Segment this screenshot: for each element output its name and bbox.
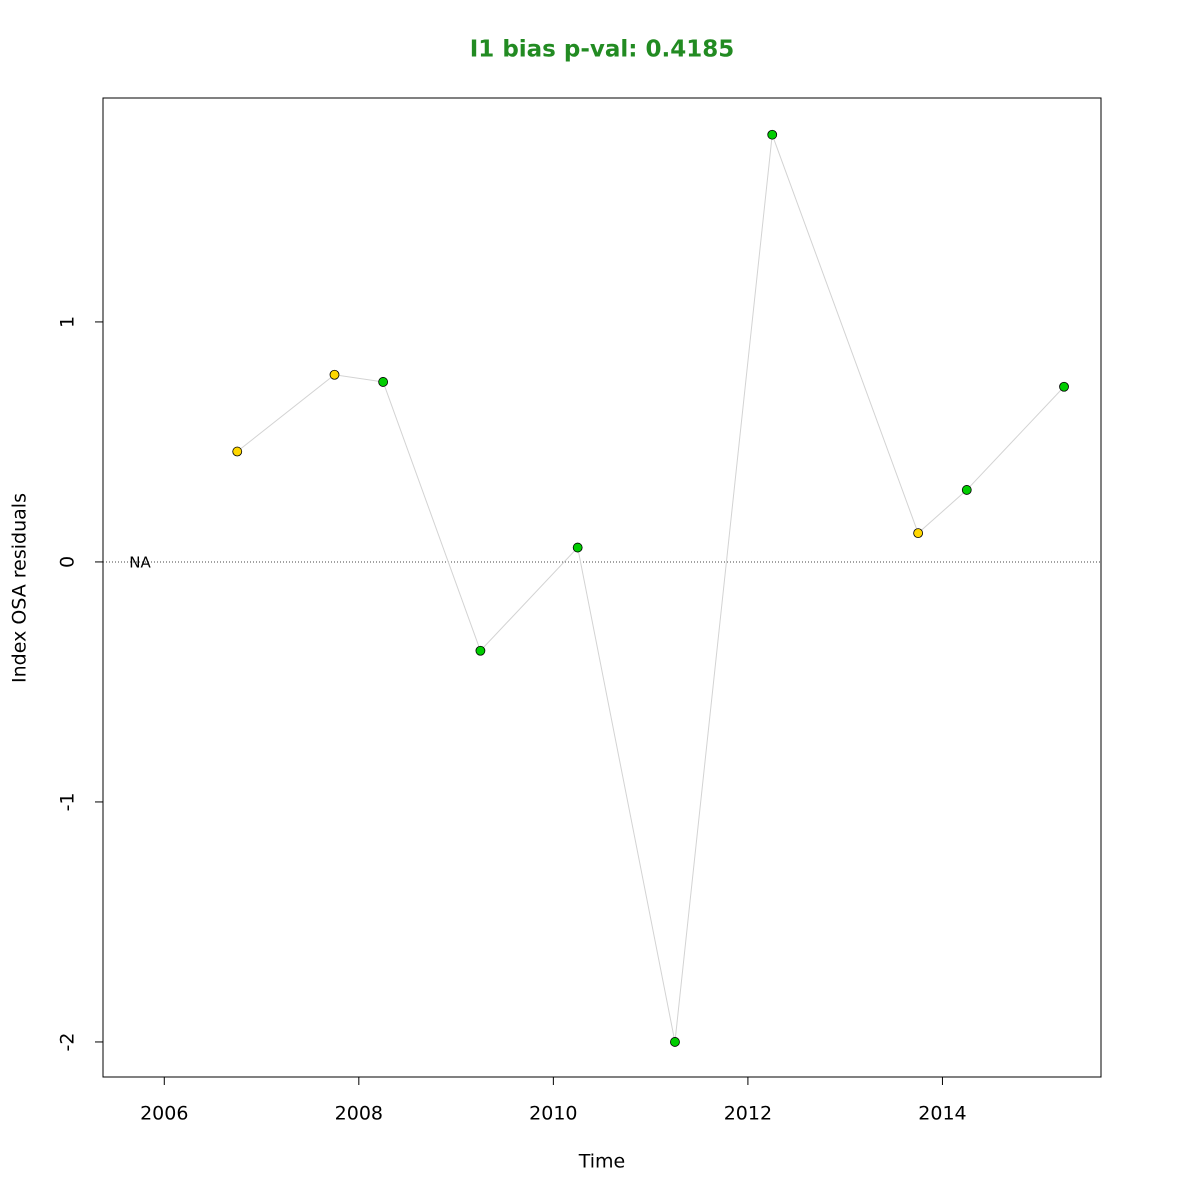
- point: [767, 129, 778, 140]
- point: [329, 369, 340, 380]
- y-tick-label: 0: [57, 556, 79, 568]
- x-tick-label: 2010: [529, 1103, 577, 1125]
- point: [232, 446, 243, 457]
- y-tick-label: -1: [57, 792, 79, 811]
- chart-title: I1 bias p-val: 0.4185: [470, 37, 735, 63]
- point: [572, 542, 583, 553]
- x-tick-label: 2012: [724, 1103, 772, 1125]
- point: [1059, 381, 1069, 392]
- x-axis-label: Time: [578, 1151, 626, 1173]
- y-tick-label: -2: [57, 1032, 79, 1051]
- x-tick-label: 2008: [335, 1103, 383, 1125]
- point: [475, 645, 486, 656]
- point: [378, 377, 389, 387]
- y-tick-label: 1: [57, 316, 79, 328]
- plot-frame: [102, 97, 1102, 1078]
- annotation: NA: [129, 553, 151, 571]
- point: [961, 485, 972, 495]
- x-tick-label: 2006: [140, 1103, 188, 1125]
- y-axis-label: Index OSA residuals: [9, 493, 31, 683]
- point: [670, 1037, 680, 1047]
- point: [913, 528, 924, 539]
- series-line: [236, 134, 1065, 1043]
- x-tick-label: 2014: [918, 1103, 966, 1125]
